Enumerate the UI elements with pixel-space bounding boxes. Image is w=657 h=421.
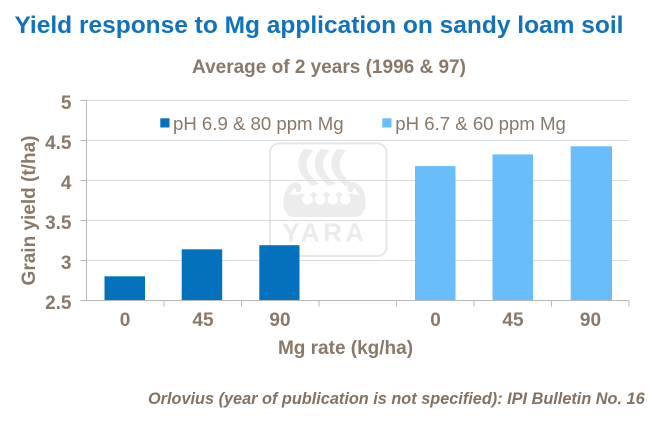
svg-text:Mg rate (kg/ha): Mg rate (kg/ha) <box>278 338 413 359</box>
svg-text:5: 5 <box>61 93 72 114</box>
svg-text:2.5: 2.5 <box>45 293 72 314</box>
svg-text:Yield response to Mg applicati: Yield response to Mg application on sand… <box>15 12 624 39</box>
svg-text:Average of 2 years (1996 & 97): Average of 2 years (1996 & 97) <box>192 57 466 78</box>
svg-text:3.5: 3.5 <box>45 213 72 234</box>
svg-text:0: 0 <box>120 310 131 331</box>
svg-text:4.5: 4.5 <box>45 133 72 154</box>
svg-text:0: 0 <box>430 310 441 331</box>
svg-text:Orlovius (year of publication: Orlovius (year of publication is not spe… <box>148 390 646 408</box>
svg-text:YARA: YARA <box>282 218 367 248</box>
svg-text:3: 3 <box>61 253 72 274</box>
svg-text:90: 90 <box>580 310 601 331</box>
svg-text:90: 90 <box>269 310 290 331</box>
svg-text:4: 4 <box>61 173 72 194</box>
svg-text:pH 6.7 & 60 ppm Mg: pH 6.7 & 60 ppm Mg <box>395 113 566 134</box>
svg-text:45: 45 <box>192 310 214 331</box>
svg-text:pH 6.9 & 80 ppm Mg: pH 6.9 & 80 ppm Mg <box>173 113 344 134</box>
svg-text:Grain yield (t/ha): Grain yield (t/ha) <box>19 136 40 286</box>
svg-text:45: 45 <box>502 310 524 331</box>
